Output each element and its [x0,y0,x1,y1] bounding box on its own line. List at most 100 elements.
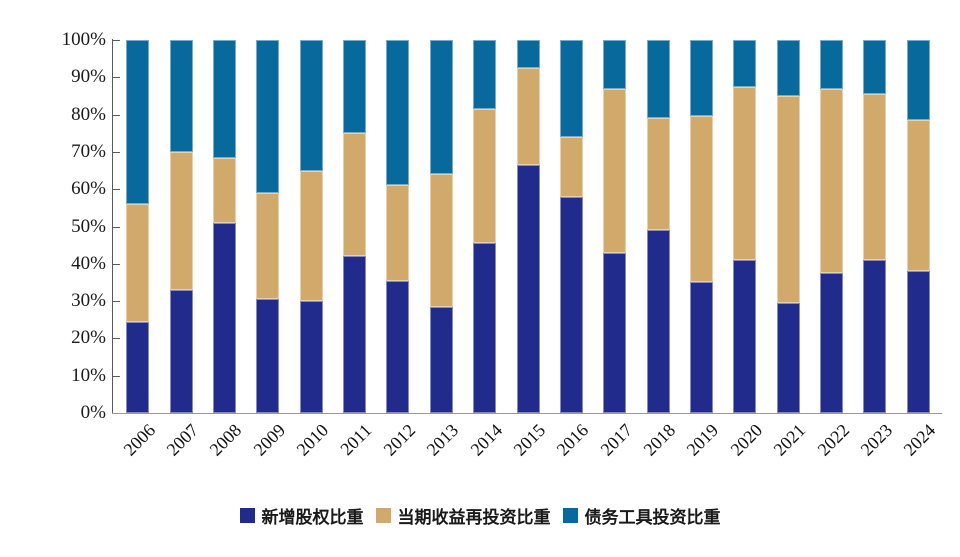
bar-segment [906,120,930,272]
bar-segment [516,68,540,165]
bar-segment [559,137,583,197]
bar-segment [516,164,540,413]
bar-2021 [776,40,800,413]
bar-2017 [603,40,627,413]
bar-2024 [906,40,930,413]
y-axis-tick [113,375,120,377]
legend-item: 当期收益再投资比重 [375,503,551,528]
y-axis-tick [113,338,120,340]
bar-segment [603,88,627,253]
y-axis-tick [113,226,120,228]
bar-segment [776,40,800,96]
bar-2019 [689,40,713,413]
chart-legend: 新增股权比重 当期收益再投资比重 债务工具投资比重 [0,503,960,528]
bar-segment [343,40,367,134]
bar-segment [863,94,887,261]
legend-label: 新增股权比重 [261,508,364,527]
bar-2007 [169,40,193,413]
x-axis-label-2020: 2020 [726,420,766,460]
x-axis-label-2010: 2010 [292,420,333,460]
bar-segment [212,40,236,158]
y-axis-tick [113,151,120,153]
y-axis-tick [113,40,120,41]
y-axis-tick [113,301,120,303]
bar-segment [689,40,713,117]
bar-segment [820,88,844,274]
bar-segment [820,40,844,89]
y-axis-label: 90% [71,66,106,88]
bar-2006 [126,40,150,413]
bar-2020 [733,40,757,413]
bar-segment [733,40,757,87]
bar-segment [906,271,930,413]
bar-segment [863,260,887,413]
bar-segment [212,222,236,413]
y-axis-tick [113,77,120,79]
legend-label: 当期收益再投资比重 [397,508,551,527]
bar-segment [516,40,540,68]
bar-2016 [559,40,583,413]
bar-segment [603,40,627,89]
bar-segment [169,40,193,152]
y-axis-label: 50% [71,215,106,237]
x-axis-label-2007: 2007 [162,420,203,460]
bar-2013 [429,40,453,413]
bar-segment [473,40,497,110]
bar-2023 [863,40,887,413]
x-axis-label-2023: 2023 [856,420,897,460]
bar-2009 [256,40,280,413]
bar-segment [429,306,453,413]
y-axis-label: 70% [71,140,106,162]
legend-swatch-icon [562,508,578,523]
bar-2008 [212,40,236,413]
legend-item: 债务工具投资比重 [562,503,721,528]
x-axis-label-2022: 2022 [813,420,853,460]
bar-segment [733,86,757,261]
bar-segment [906,40,930,121]
x-axis-label-2018: 2018 [639,420,680,460]
y-axis-label: 10% [71,364,106,386]
x-axis-label-2009: 2009 [249,420,289,460]
y-axis-label: 100% [61,29,106,50]
bar-segment [863,40,887,95]
bar-segment [646,40,670,119]
x-axis-label-2016: 2016 [552,420,593,460]
y-axis-label: 80% [71,103,106,125]
x-axis-label-2021: 2021 [769,420,810,460]
bar-2014 [473,40,497,413]
y-axis-tick [113,114,120,116]
legend-item: 新增股权比重 [239,503,364,528]
bar-segment [429,40,453,175]
bar-segment [126,204,150,322]
y-axis-label: 0% [80,402,106,423]
bar-2015 [516,40,540,413]
x-axis-label-2017: 2017 [596,420,636,460]
bar-segment [343,256,367,413]
bar-segment [473,243,497,413]
x-axis-label-2008: 2008 [205,420,246,460]
bar-segment [776,302,800,413]
y-axis-label: 60% [71,178,106,200]
bar-segment [299,170,323,302]
x-axis-label-2011: 2011 [336,420,376,460]
x-axis-label-2012: 2012 [379,420,420,460]
bar-segment [386,185,410,281]
bar-2011 [343,40,367,413]
y-axis-line [112,39,113,414]
y-axis-label: 20% [71,327,106,349]
bar-segment [256,192,280,300]
x-axis-label-2024: 2024 [899,420,940,460]
bar-segment [299,301,323,413]
legend-swatch-icon [375,508,391,523]
bar-2022 [820,40,844,413]
bar-segment [646,118,670,231]
bar-segment [733,260,757,413]
bar-segment [126,321,150,413]
bar-segment [212,157,236,223]
bar-2012 [386,40,410,413]
x-axis-label-2006: 2006 [119,420,159,460]
bar-segment [299,40,323,171]
legend-label: 债务工具投资比重 [584,508,721,527]
y-axis-label: 30% [71,290,106,312]
